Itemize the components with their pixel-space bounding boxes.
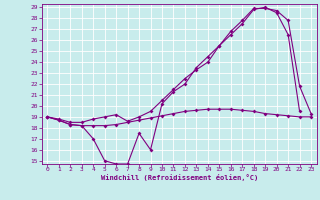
X-axis label: Windchill (Refroidissement éolien,°C): Windchill (Refroidissement éolien,°C) (100, 174, 258, 181)
